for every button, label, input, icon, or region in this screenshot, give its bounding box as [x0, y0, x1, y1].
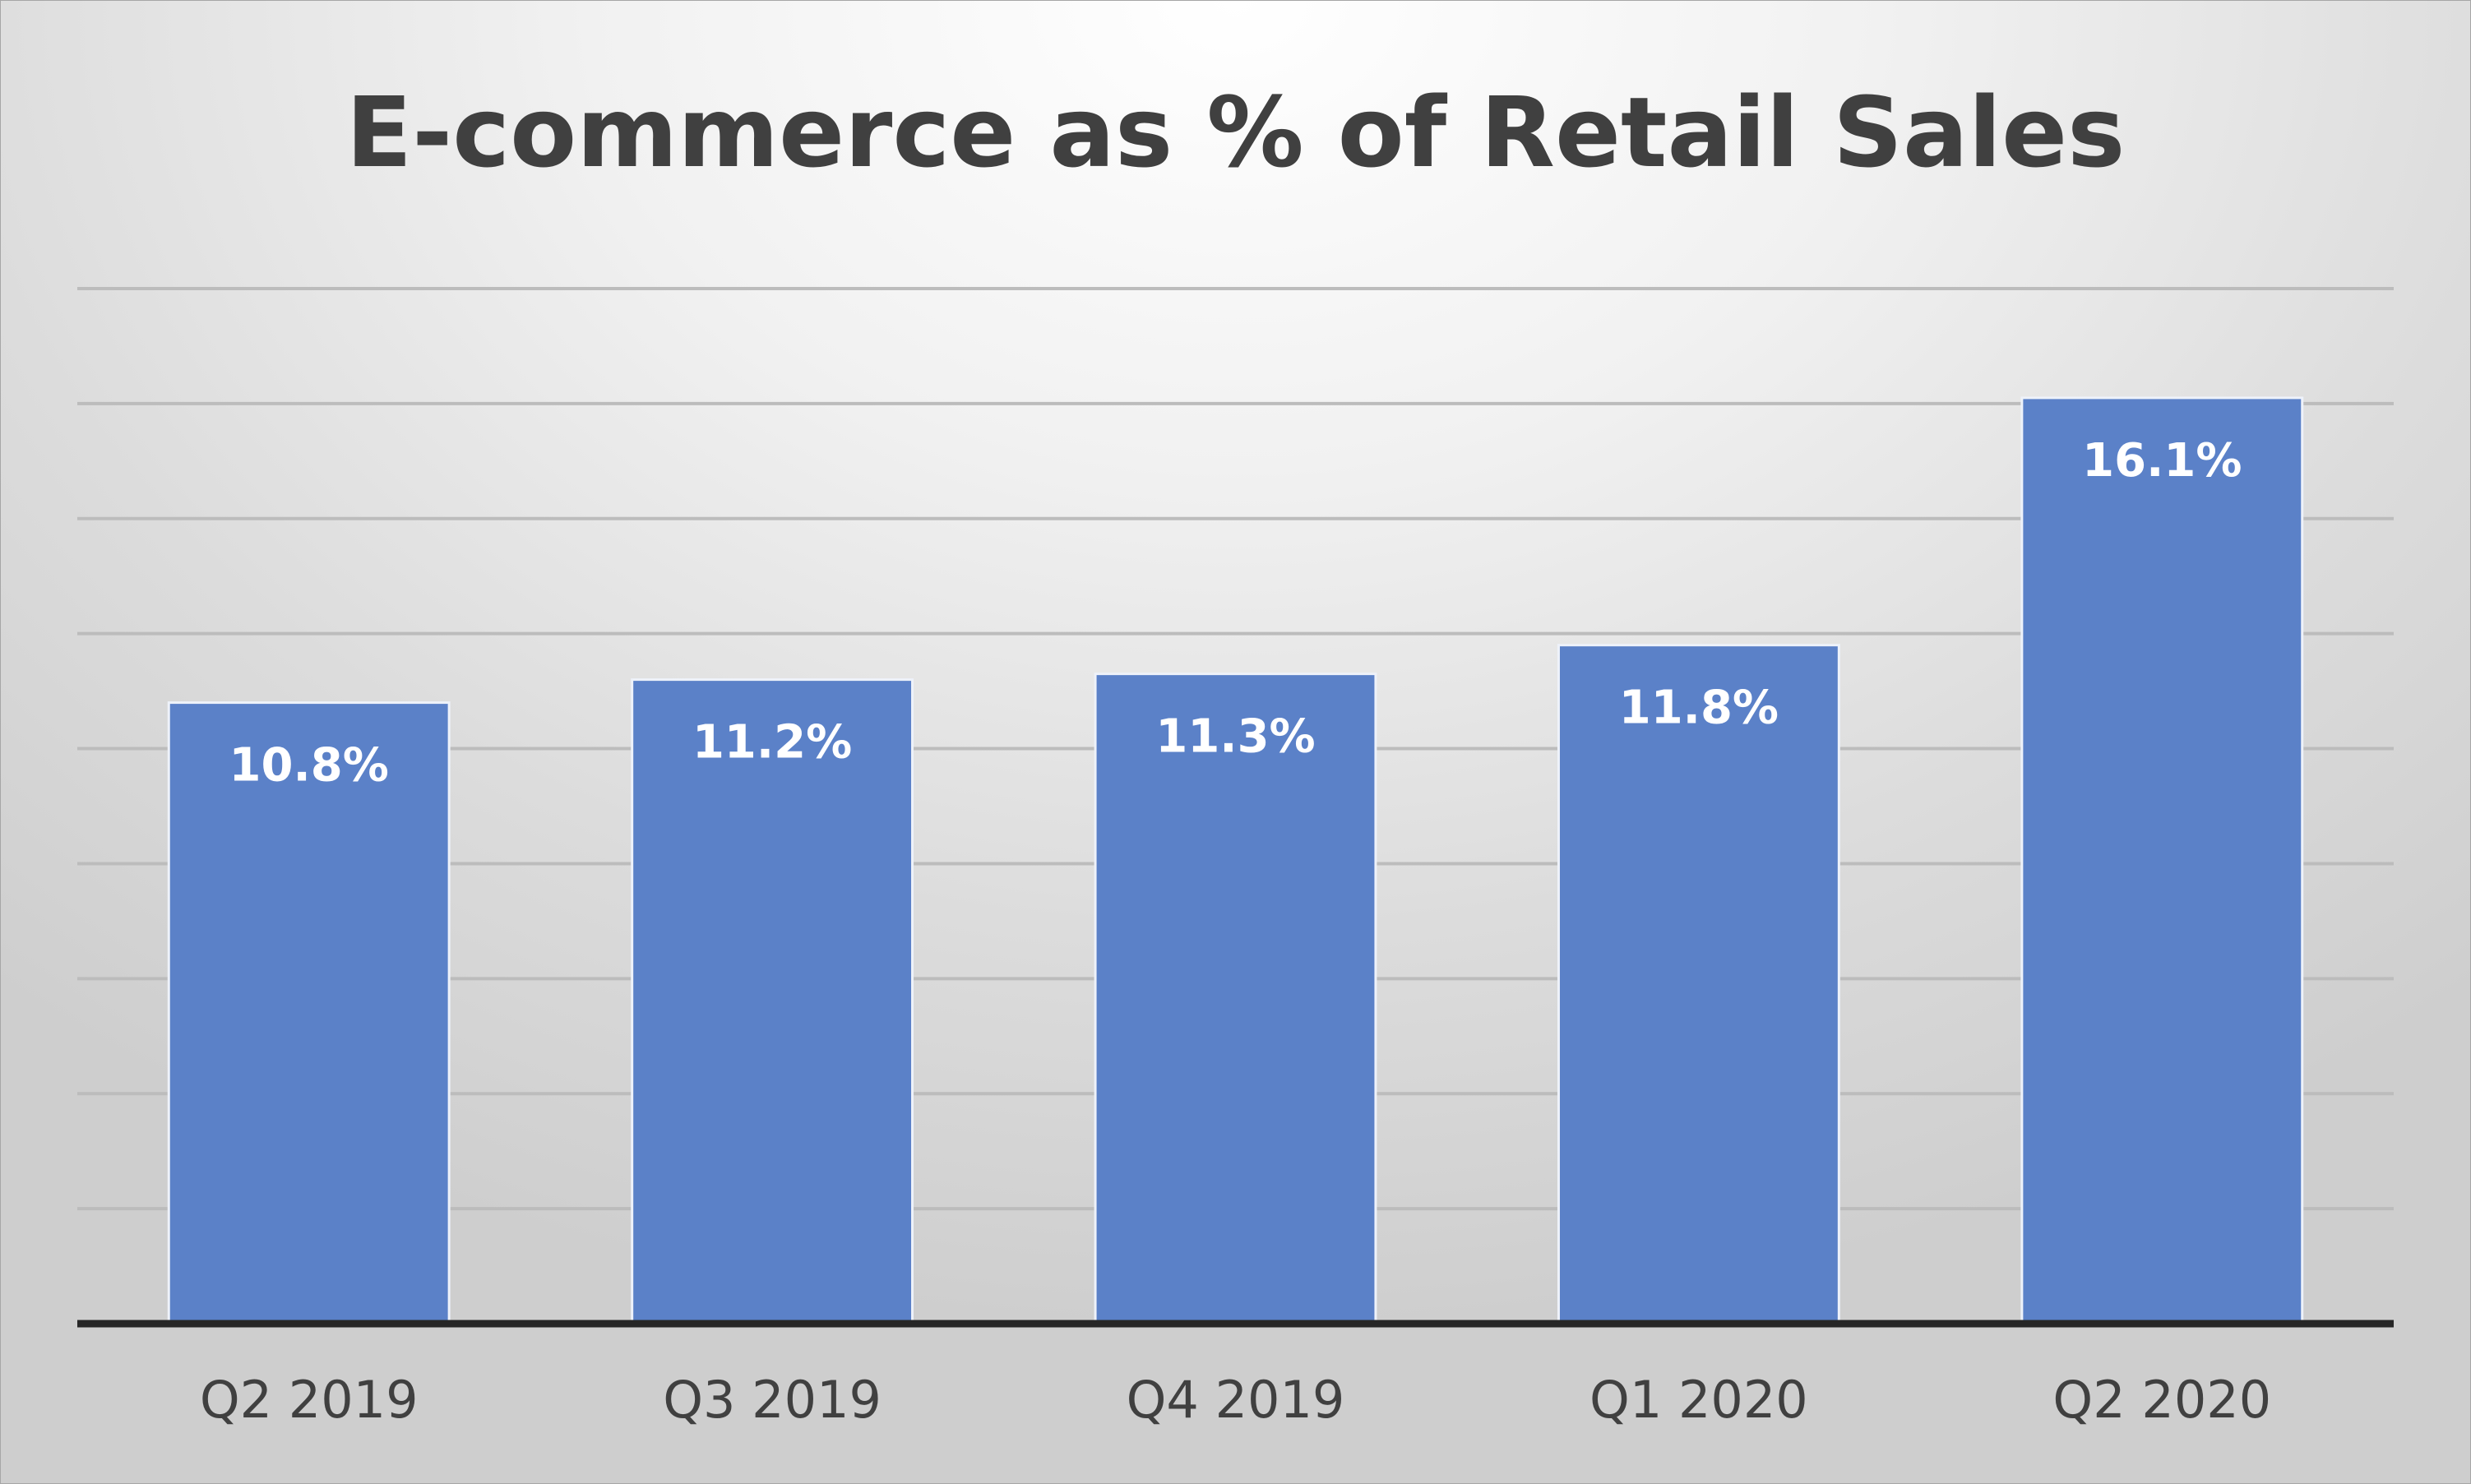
- bar-q1-2020: [1557, 644, 1840, 1325]
- chart-title: E-commerce as % of Retail Sales: [345, 76, 2126, 189]
- data-label: 16.1%: [2082, 434, 2242, 488]
- data-label: 11.8%: [1619, 682, 1779, 735]
- x-tick-label: Q3 2019: [663, 1370, 882, 1430]
- bar-q2-2019: [167, 701, 451, 1325]
- bar-q2-2020: [2020, 396, 2304, 1325]
- x-tick-label: Q4 2019: [1127, 1370, 1345, 1430]
- x-tick-labels: Q2 2019 Q3 2019 Q4 2019 Q1 2020 Q2 2020: [200, 1370, 2271, 1430]
- data-label: 11.3%: [1155, 710, 1315, 764]
- data-labels: 10.8% 11.2% 11.3% 11.8% 16.1%: [229, 434, 2242, 793]
- bars: [167, 396, 2304, 1325]
- data-label: 11.2%: [692, 716, 852, 770]
- x-tick-label: Q1 2020: [1589, 1370, 1808, 1430]
- bar-q4-2019: [1094, 673, 1377, 1325]
- bar-q3-2019: [631, 678, 914, 1325]
- data-label: 10.8%: [229, 739, 389, 793]
- x-tick-label: Q2 2020: [2052, 1370, 2271, 1430]
- x-tick-label: Q2 2019: [200, 1370, 419, 1430]
